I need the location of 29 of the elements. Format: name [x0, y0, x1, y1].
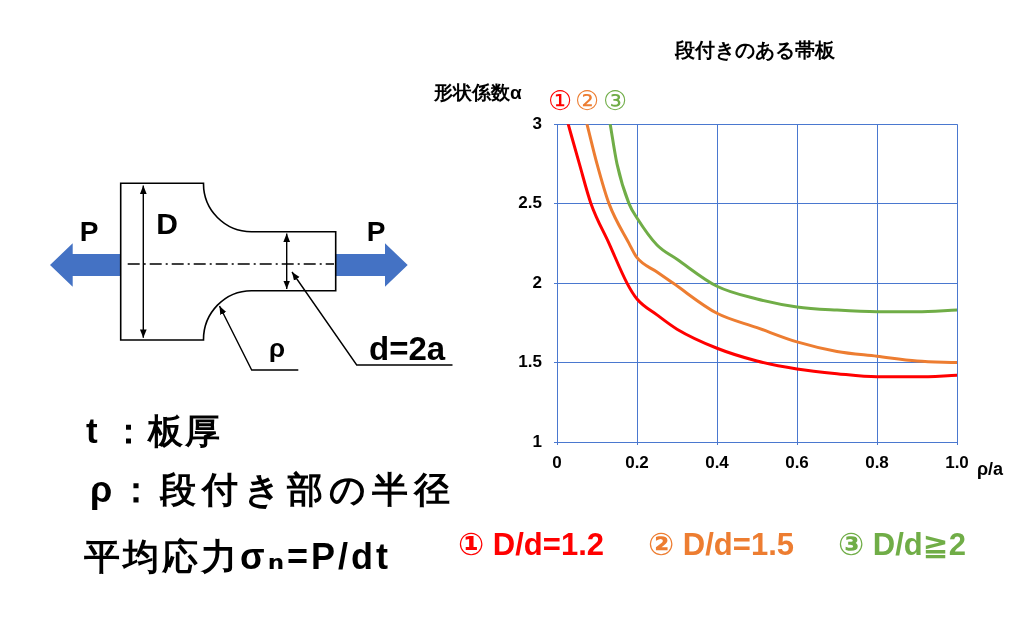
x-tick-label: 1.0 [945, 452, 969, 472]
y-tick-label: 3 [532, 113, 542, 133]
chart-title: 段付きのある帯板 [675, 39, 835, 61]
y-tick-label: 1.5 [518, 352, 542, 372]
text: ρ：段付き部の半径 [90, 469, 457, 511]
y-axis-title: 形状係数α [434, 81, 522, 104]
y-tick-label: 2 [532, 272, 542, 292]
text: ① D/d=1.2 [458, 526, 604, 563]
x-tick-label: 0.6 [785, 452, 809, 472]
text: d=2a [369, 329, 446, 368]
text: P [79, 215, 99, 248]
text: D [156, 206, 178, 240]
text: ② [574, 86, 600, 117]
text: ① [547, 86, 573, 117]
text: t ：板厚 [86, 410, 223, 451]
text: ρ [268, 332, 286, 363]
y-tick-label: 2.5 [518, 193, 542, 213]
text: ③ D/d≧2 [838, 526, 967, 563]
text: P [366, 215, 386, 248]
x-tick-label: 0 [552, 452, 562, 472]
text: ② D/d=1.5 [648, 526, 794, 563]
x-tick-label: 0.4 [705, 452, 730, 472]
y-tick-label: 1 [532, 431, 542, 451]
x-axis-title: ρ/a [976, 459, 1004, 480]
text: ③ [602, 86, 628, 117]
text: 平均応力σₙ=P/dt [84, 536, 392, 578]
x-tick-label: 0.8 [865, 452, 889, 472]
line-series [608, 124, 957, 314]
x-tick-label: 0.2 [625, 452, 649, 472]
